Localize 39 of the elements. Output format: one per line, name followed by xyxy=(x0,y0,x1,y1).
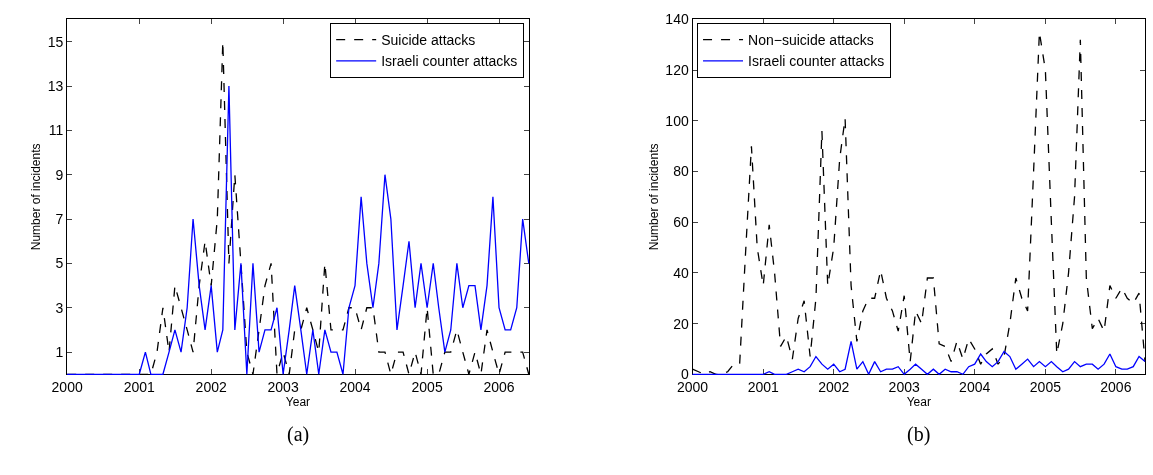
x-tick-label: 2002 xyxy=(818,379,850,396)
y-tick-label: 120 xyxy=(665,62,689,79)
text: (b) xyxy=(907,423,931,446)
y-tick-label: 1 xyxy=(55,344,64,361)
legend-label: Israeli counter attacks xyxy=(748,53,885,70)
x-tick-label: 2004 xyxy=(959,379,991,396)
x-tick-label: 2005 xyxy=(411,379,443,396)
y-tick-label: 40 xyxy=(673,264,689,281)
y-tick-label: 3 xyxy=(55,299,64,316)
y-tick-label: 140 xyxy=(665,11,689,28)
y-tick-label: 5 xyxy=(55,255,64,272)
x-tick-label: 2006 xyxy=(1100,379,1132,396)
legend-label: Israeli counter attacks xyxy=(381,53,518,70)
y-tick-label: 7 xyxy=(55,210,64,227)
y-tick-label: 13 xyxy=(47,77,64,94)
y-axis-title: Number of incidents xyxy=(29,143,44,251)
y-tick-label: 11 xyxy=(48,122,64,139)
legend-label: Suicide attacks xyxy=(381,32,476,49)
y-tick-label: 20 xyxy=(673,315,689,332)
x-tick-label: 2004 xyxy=(339,379,371,396)
x-tick-label: 2005 xyxy=(1029,379,1062,396)
y-tick-label: 80 xyxy=(673,163,689,180)
y-tick-label: 100 xyxy=(665,112,689,129)
x-tick-label: 2003 xyxy=(267,379,299,396)
y-tick-label: 15 xyxy=(47,33,64,50)
y-axis-title: Number of incidents xyxy=(646,143,661,251)
x-tick-label: 2002 xyxy=(195,379,227,396)
x-tick-label: 2003 xyxy=(888,379,920,396)
line-series xyxy=(691,340,1146,375)
x-tick-label: 2000 xyxy=(51,379,83,396)
x-tick-label: 2001 xyxy=(123,379,156,396)
x-axis-title: Year xyxy=(906,395,931,410)
y-tick-label: 9 xyxy=(55,166,64,183)
x-tick-label: 2001 xyxy=(747,379,779,396)
x-tick-label: 2006 xyxy=(483,379,515,396)
x-axis-title: Year xyxy=(285,395,311,410)
text: (a) xyxy=(287,423,310,446)
legend-label: Non−suicide attacks xyxy=(748,32,874,49)
y-tick-label: 60 xyxy=(673,214,689,231)
